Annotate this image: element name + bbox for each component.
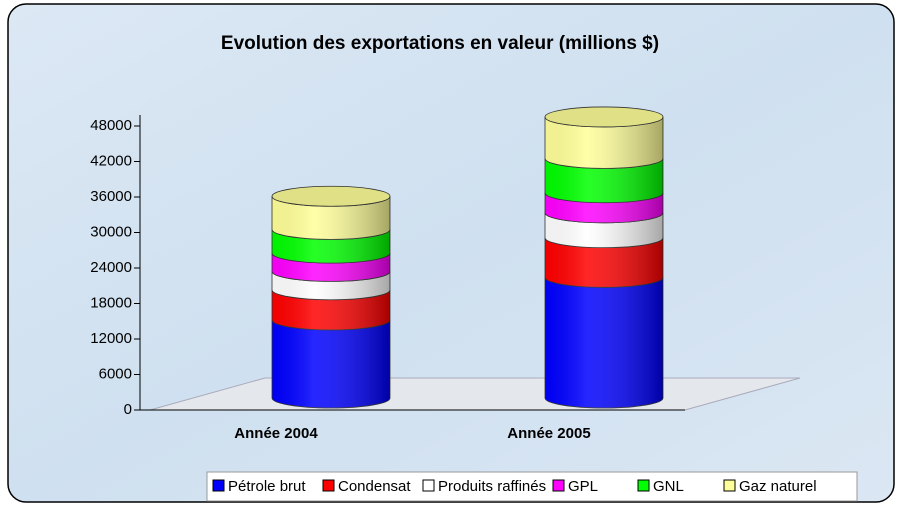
- bar-shade: [272, 253, 390, 282]
- bar-top: [271, 185, 391, 207]
- legend-swatch: [723, 479, 736, 492]
- legend-swatch: [212, 479, 225, 492]
- bar-shade: [272, 319, 390, 408]
- chart-title: Evolution des exportations en valeur (mi…: [221, 33, 659, 54]
- y-tick-label: 24000: [90, 259, 132, 276]
- bar-shade: [272, 229, 390, 264]
- y-tick-label: 0: [124, 401, 132, 418]
- bar-top: [544, 106, 664, 128]
- y-tick-label: 48000: [90, 117, 132, 134]
- bar-shade: [272, 289, 390, 330]
- legend-label: GPL: [568, 478, 598, 495]
- x-tick-label: Année 2005: [507, 425, 590, 442]
- legend-swatch: [322, 479, 335, 492]
- bar-shade: [272, 196, 390, 240]
- bar-shade: [545, 277, 663, 408]
- legend-label: GNL: [653, 478, 684, 495]
- x-tick-label: Année 2004: [234, 425, 318, 442]
- legend-swatch: [422, 479, 435, 492]
- legend-swatch: [552, 479, 565, 492]
- legend-swatch: [637, 479, 650, 492]
- legend-label: Gaz naturel: [739, 478, 817, 495]
- legend-label: Produits raffinés: [438, 478, 546, 495]
- y-tick-label: 12000: [90, 330, 132, 347]
- y-tick-label: 30000: [90, 223, 132, 240]
- bar-top-shade: [545, 106, 663, 127]
- bar-shade: [545, 116, 663, 169]
- bar-shade: [545, 192, 663, 223]
- bar-top-shade: [272, 186, 390, 207]
- legend-label: Pétrole brut: [228, 478, 306, 495]
- y-tick-label: 18000: [90, 294, 132, 311]
- bar-shade: [272, 271, 390, 300]
- bar-shade: [545, 158, 663, 203]
- y-tick-label: 36000: [90, 188, 132, 205]
- legend-label: Condensat: [338, 478, 411, 495]
- chart-background: [7, 3, 895, 503]
- bar-shade: [545, 237, 663, 288]
- legend: [206, 471, 858, 502]
- y-tick-label: 42000: [90, 152, 132, 169]
- floor: [149, 377, 801, 411]
- y-tick-label: 6000: [99, 365, 132, 382]
